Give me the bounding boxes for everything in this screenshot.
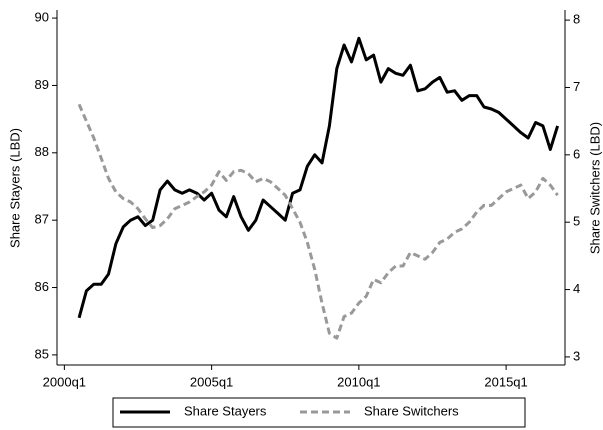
y-tick-label: 89 <box>35 77 49 92</box>
y-tick-label: 90 <box>35 10 49 25</box>
y-tick-label: 88 <box>35 144 49 159</box>
data-line <box>77 36 560 319</box>
y-tick-label: 85 <box>35 346 49 361</box>
legend-box <box>112 397 526 428</box>
x-tick-label: 2010q1 <box>337 374 380 389</box>
y2-tick-label: 7 <box>573 79 580 94</box>
y2-tick-label: 5 <box>573 214 580 229</box>
y2-axis-title: Share Switchers (LBD) <box>587 122 602 254</box>
y-tick-label: 86 <box>35 279 49 294</box>
data-line <box>77 103 559 340</box>
x-tick-label: 2000q1 <box>43 374 86 389</box>
y2-tick-label: 6 <box>573 146 580 161</box>
x-tick-label: 2015q1 <box>484 374 527 389</box>
y2-tick-label: 4 <box>573 281 580 296</box>
legend-label: Share Stayers <box>184 403 267 418</box>
y2-tick-label: 3 <box>573 348 580 363</box>
y-axis-title: Share Stayers (LBD) <box>7 128 22 248</box>
legend-label: Share Switchers <box>364 403 459 418</box>
x-tick-label: 2005q1 <box>190 374 233 389</box>
y2-tick-label: 8 <box>573 12 580 27</box>
y-tick-label: 87 <box>35 212 49 227</box>
